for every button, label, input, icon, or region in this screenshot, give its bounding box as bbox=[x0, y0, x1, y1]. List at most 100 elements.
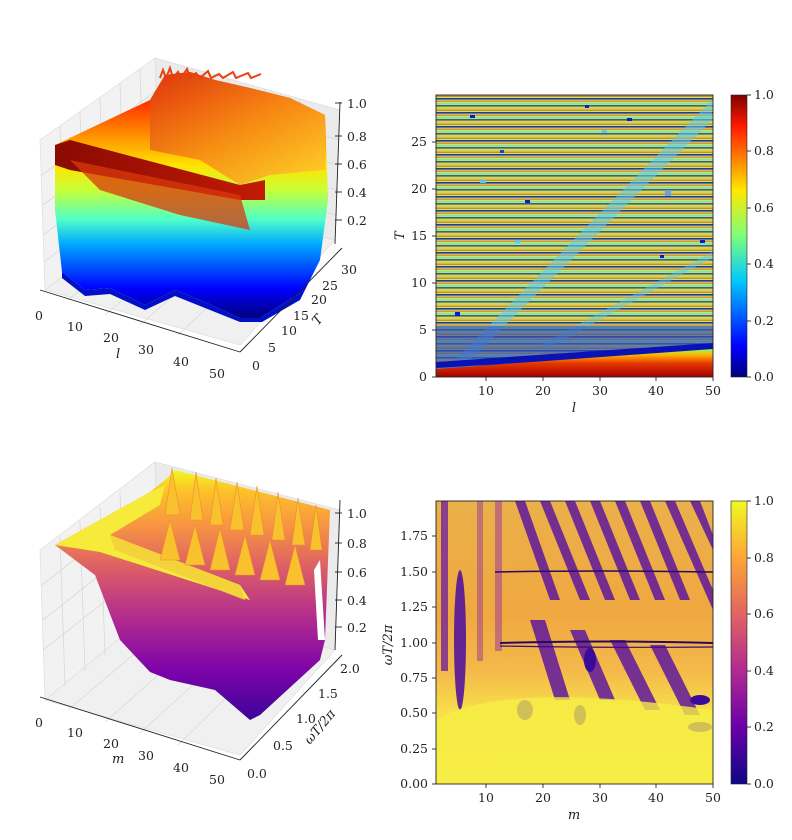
x-tick-label: 30 bbox=[592, 790, 608, 805]
y-tick-label: 2.0 bbox=[340, 661, 360, 676]
panel-a-svg: 1.0 0.8 0.6 0.4 0.2 0 10 20 30 40 50 l 0… bbox=[35, 57, 367, 381]
y-tick-label: 1.75 bbox=[400, 528, 428, 543]
y-tick-label: 0.0 bbox=[247, 766, 267, 781]
colorbar-label: 0.4 bbox=[754, 256, 774, 271]
light-cone-main bbox=[440, 100, 712, 375]
y-tick-label: 10 bbox=[411, 275, 427, 290]
x-tick-label: 20 bbox=[535, 383, 551, 398]
x-tick-label: 20 bbox=[535, 790, 551, 805]
heatmap-speckles bbox=[455, 105, 705, 316]
x-tick-label: 10 bbox=[478, 383, 494, 398]
colorbar-label: 0.6 bbox=[754, 200, 774, 215]
y-tick-label: 0 bbox=[252, 358, 260, 373]
y-tick-label: 1.25 bbox=[400, 599, 428, 614]
panel-d-heatmap: 0.00 0.25 0.50 0.75 1.00 1.25 1.50 1.75 … bbox=[370, 480, 792, 836]
y-tick-label: 25 bbox=[411, 134, 427, 149]
y-tick-label: 5 bbox=[268, 340, 276, 355]
x-tick-label: 50 bbox=[705, 790, 721, 805]
x-tick-label: 50 bbox=[209, 772, 225, 787]
y-axis-label: T bbox=[310, 311, 328, 328]
colorbar bbox=[730, 500, 748, 785]
x-ticks bbox=[485, 784, 714, 788]
colorbar bbox=[730, 94, 748, 378]
y-tick-label: 0.50 bbox=[400, 705, 428, 720]
x-tick-label: 20 bbox=[103, 736, 119, 751]
colorbar-ticks bbox=[747, 500, 751, 785]
light-cone-secondary bbox=[540, 252, 712, 350]
x-tick-label: 30 bbox=[592, 383, 608, 398]
x-tick-label: 40 bbox=[648, 790, 664, 805]
colorbar-label: 0.6 bbox=[754, 606, 774, 621]
z-tick-label: 0.2 bbox=[347, 213, 367, 228]
panel-b-svg: 0 5 10 15 20 25 T 10 20 30 40 50 l 0.0 0… bbox=[393, 87, 774, 416]
resonance-line-0.5 bbox=[499, 640, 713, 644]
surface-top bbox=[150, 72, 325, 185]
x-tick-label: 0 bbox=[35, 715, 43, 730]
x-axis-label: m bbox=[568, 808, 580, 823]
z-tick-label: 0.8 bbox=[347, 129, 367, 144]
y-tick-label: 20 bbox=[411, 181, 427, 196]
z-ticks bbox=[335, 512, 342, 628]
x-tick-label: 40 bbox=[173, 760, 189, 775]
surface-ridge bbox=[55, 140, 265, 200]
y-tick-label: 5 bbox=[419, 322, 427, 337]
y-tick-label: 0.5 bbox=[273, 738, 293, 753]
colorbar-label: 1.0 bbox=[754, 493, 774, 508]
z-tick-label: 0.2 bbox=[347, 620, 367, 635]
x-tick-label: 10 bbox=[67, 725, 83, 740]
y-tick-label: 10 bbox=[281, 323, 297, 338]
z-tick-label: 0.8 bbox=[347, 536, 367, 551]
z-ticks bbox=[335, 102, 342, 221]
panel-c-svg: 1.0 0.8 0.6 0.4 0.2 0 10 20 30 40 50 m 0… bbox=[35, 461, 367, 787]
y-ticks bbox=[432, 141, 436, 378]
colorbar-label: 0.0 bbox=[754, 776, 774, 791]
colorbar-label: 1.0 bbox=[754, 87, 774, 102]
y-tick-label: 15 bbox=[293, 308, 309, 323]
resonance-line-1.5 bbox=[494, 570, 713, 573]
y-axis-label: ωT/2π bbox=[381, 624, 396, 665]
high-band bbox=[436, 349, 713, 377]
panel-c-3d-surface: 1.0 0.8 0.6 0.4 0.2 0 10 20 30 40 50 m 0… bbox=[0, 440, 400, 836]
z-tick-label: 0.6 bbox=[347, 565, 367, 580]
x-tick-label: 50 bbox=[705, 383, 721, 398]
colorbar-label: 0.2 bbox=[754, 719, 774, 734]
x-tick-label: 10 bbox=[67, 319, 83, 334]
y-tick-label: 20 bbox=[311, 292, 327, 307]
x-ticks bbox=[485, 377, 714, 381]
x-tick-label: 10 bbox=[478, 790, 494, 805]
y-tick-label: 1.00 bbox=[400, 635, 428, 650]
heatmap-patterns bbox=[436, 501, 713, 784]
colorbar-label: 0.4 bbox=[754, 663, 774, 678]
z-tick-label: 0.4 bbox=[347, 185, 367, 200]
x-axis-label: m bbox=[112, 752, 124, 767]
y-tick-label: 0.25 bbox=[400, 741, 428, 756]
y-tick-label: 1.50 bbox=[400, 564, 428, 579]
x-axis-label: l bbox=[116, 347, 120, 362]
surface-peaks bbox=[159, 467, 323, 586]
x-tick-label: 40 bbox=[173, 354, 189, 369]
x-tick-label: 30 bbox=[138, 748, 154, 763]
y-axis-line bbox=[239, 247, 343, 353]
y-tick-label: 25 bbox=[322, 278, 338, 293]
y-tick-label: 1.5 bbox=[318, 686, 338, 701]
z-tick-label: 0.6 bbox=[347, 157, 367, 172]
y-tick-label: 15 bbox=[411, 228, 427, 243]
colorbar-ticks bbox=[747, 94, 751, 378]
y-tick-label: 0 bbox=[419, 369, 427, 384]
colorbar-label: 0.8 bbox=[754, 143, 774, 158]
x-tick-label: 50 bbox=[209, 366, 225, 381]
y-ticks bbox=[432, 535, 436, 785]
panel-a-3d-surface: 1.0 0.8 0.6 0.4 0.2 0 10 20 30 40 50 l 0… bbox=[0, 0, 400, 420]
x-tick-label: 40 bbox=[648, 383, 664, 398]
colorbar-label: 0.8 bbox=[754, 550, 774, 565]
colorbar-label: 0.0 bbox=[754, 369, 774, 384]
z-tick-label: 0.4 bbox=[347, 593, 367, 608]
z-tick-label: 1.0 bbox=[347, 506, 367, 521]
x-axis-line bbox=[39, 289, 241, 353]
colorbar-label: 0.2 bbox=[754, 313, 774, 328]
x-axis-label: l bbox=[572, 401, 576, 416]
y-tick-label: 30 bbox=[341, 262, 357, 277]
z-tick-label: 1.0 bbox=[347, 96, 367, 111]
y-tick-label: 1.0 bbox=[296, 711, 316, 726]
y-axis-label: T bbox=[393, 230, 408, 240]
